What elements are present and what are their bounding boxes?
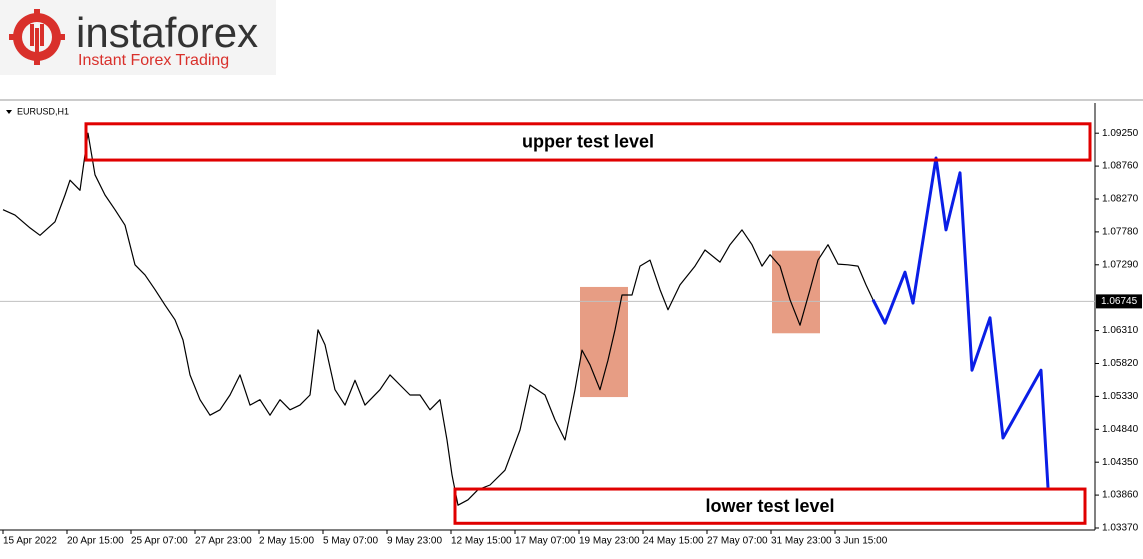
x-tick-label: 27 May 07:00	[707, 536, 768, 547]
y-tick-label: 1.09250	[1102, 128, 1139, 139]
y-tick-label: 1.04350	[1102, 457, 1139, 468]
x-tick-label: 31 May 23:00	[771, 536, 832, 547]
y-tick-label: 1.07290	[1102, 259, 1139, 270]
logo-name: instaforex	[76, 9, 258, 56]
symbol-marker	[6, 110, 12, 114]
x-tick-label: 9 May 23:00	[387, 536, 442, 547]
y-tick-label: 1.08270	[1102, 194, 1139, 205]
price-line	[2, 132, 874, 506]
x-tick-label: 3 Jun 15:00	[835, 536, 888, 547]
y-tick-label: 1.05820	[1102, 358, 1139, 369]
x-tick-label: 24 May 15:00	[643, 536, 704, 547]
current-price-label: 1.06745	[1101, 296, 1138, 307]
current-price-box	[1096, 294, 1142, 309]
x-tick-label: 15 Apr 2022	[3, 536, 57, 547]
logo-icon	[9, 9, 65, 65]
x-tick-label: 5 May 07:00	[323, 536, 378, 547]
x-tick-label: 17 May 07:00	[515, 536, 576, 547]
chart-title: EURUSD,H1	[17, 106, 69, 116]
x-tick-label: 20 Apr 15:00	[67, 536, 124, 547]
y-tick-label: 1.03370	[1102, 523, 1139, 534]
highlight-box	[772, 250, 820, 334]
level-box	[84, 122, 1092, 162]
x-tick-label: 2 May 15:00	[259, 536, 314, 547]
level-label: lower test level	[705, 496, 834, 516]
forecast-line	[871, 156, 1050, 488]
y-tick-label: 1.03860	[1102, 490, 1139, 501]
y-tick-label: 1.04840	[1102, 424, 1139, 435]
y-tick-label: 1.05330	[1102, 391, 1139, 402]
x-tick-label: 12 May 15:00	[451, 536, 512, 547]
logo-tagline: Instant Forex Trading	[78, 52, 229, 69]
x-tick-label: 25 Apr 07:00	[131, 536, 188, 547]
y-tick-label: 1.06310	[1102, 325, 1139, 336]
y-tick-label: 1.08760	[1102, 161, 1139, 172]
level-box	[453, 487, 1087, 525]
x-tick-label: 19 May 23:00	[579, 536, 640, 547]
y-tick-label: 1.07780	[1102, 227, 1139, 238]
x-tick-label: 27 Apr 23:00	[195, 536, 252, 547]
level-label: upper test level	[522, 132, 654, 152]
